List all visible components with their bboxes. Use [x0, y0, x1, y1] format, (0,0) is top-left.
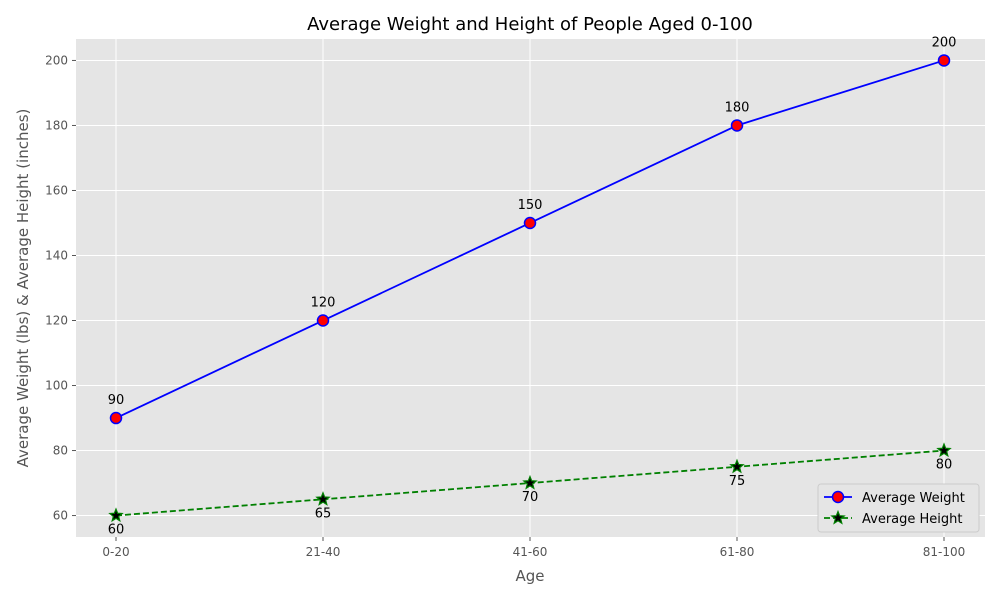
x-axis-ticks: 0-20 21-40 41-60 61-80 81-100	[102, 537, 965, 559]
data-label: 65	[315, 506, 332, 521]
x-tick-label: 81-100	[923, 545, 966, 559]
legend-item: Average Weight	[824, 490, 965, 506]
data-point	[729, 458, 745, 474]
y-tick-label: 160	[45, 183, 68, 197]
data-point	[109, 411, 123, 425]
data-label: 200	[932, 35, 957, 50]
data-point	[522, 474, 538, 490]
data-label: 90	[108, 393, 125, 408]
data-label: 80	[936, 458, 953, 473]
data-label: 150	[518, 198, 543, 213]
legend-box	[817, 483, 980, 533]
x-tick-label: 61-80	[720, 545, 755, 559]
x-axis-label: Age	[515, 567, 544, 585]
data-labels: 90 120 150 180 200 60 65 70 75 80	[108, 35, 957, 537]
x-tick-label: 0-20	[102, 545, 129, 559]
y-axis-label: Average Weight (lbs) & Average Height (i…	[14, 109, 32, 468]
data-point	[937, 54, 951, 67]
series-layer	[108, 54, 952, 523]
series-1	[108, 442, 952, 523]
data-point	[730, 119, 744, 132]
gridlines	[76, 39, 985, 537]
x-tick-label: 41-60	[513, 545, 548, 559]
data-point	[316, 314, 330, 327]
series-0	[109, 54, 951, 425]
legend-marker	[830, 509, 846, 525]
y-tick-label: 80	[53, 444, 68, 458]
data-label: 60	[108, 523, 125, 538]
y-tick-label: 180	[45, 118, 68, 132]
data-label: 120	[311, 296, 336, 311]
data-point	[315, 491, 331, 506]
chart-title: Average Weight and Height of People Aged…	[307, 14, 753, 35]
y-tick-label: 140	[45, 248, 68, 262]
legend-label: Average Height	[862, 512, 963, 527]
y-axis-ticks: 60 80 100 120 140 160 180 200	[45, 53, 76, 523]
legend-marker	[831, 490, 845, 504]
data-label: 70	[522, 490, 539, 505]
data-label: 75	[729, 474, 746, 489]
y-tick-label: 120	[45, 314, 68, 328]
x-tick-label: 21-40	[306, 545, 341, 559]
y-tick-label: 100	[45, 379, 68, 393]
data-point	[108, 507, 124, 523]
legend-item: Average Height	[824, 509, 963, 527]
y-tick-label: 200	[45, 53, 68, 67]
data-label: 180	[725, 100, 750, 115]
y-tick-label: 60	[53, 509, 68, 523]
legend: Average Weight Average Height	[817, 483, 980, 533]
data-point	[523, 216, 537, 230]
data-point	[936, 442, 952, 458]
legend-label: Average Weight	[862, 491, 965, 506]
